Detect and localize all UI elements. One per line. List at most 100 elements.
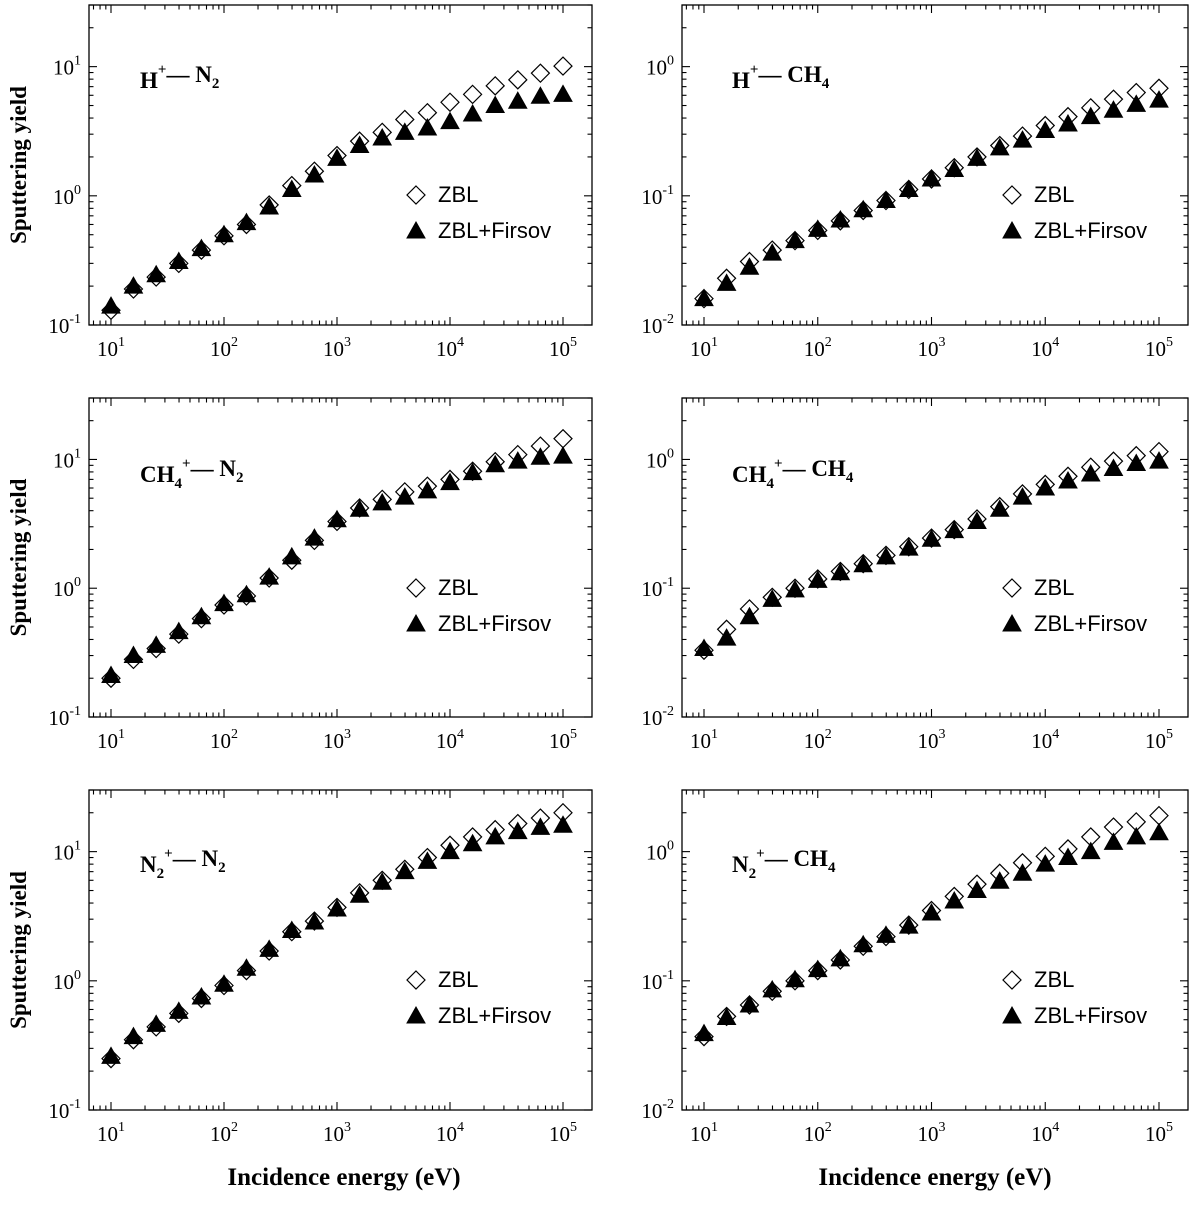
data-point-zbl-firsov (830, 209, 851, 228)
plot-frame (88, 4, 593, 326)
plot-frame (681, 789, 1189, 1111)
data-point-zbl-firsov (304, 912, 325, 930)
data-point-zbl-firsov (1012, 863, 1033, 881)
data-point-zbl-firsov (1080, 106, 1101, 125)
legend-label-zbl: ZBL (1034, 182, 1074, 207)
x-tick-label: 105 (549, 727, 577, 753)
panel-label: CH4+— CH4 (732, 456, 854, 492)
legend-label-zbl-firsov: ZBL+Firsov (438, 218, 551, 243)
data-point-zbl-firsov (739, 606, 760, 625)
x-tick-label: 102 (210, 727, 238, 753)
legend-marker-zbl (1002, 185, 1022, 205)
data-point-zbl-firsov (694, 288, 714, 307)
data-point-zbl-firsov (1149, 451, 1169, 469)
data-point-zbl-firsov (349, 885, 370, 903)
data-point-zbl-firsov (853, 199, 874, 218)
y-tick-label: 100 (53, 183, 81, 209)
panel-label: CH4+— N2 (140, 456, 243, 492)
data-point-zbl-firsov (967, 880, 987, 899)
series-zbl-firsov (694, 822, 1169, 1042)
data-point-zbl-firsov (485, 826, 506, 845)
data-point-zbl-firsov (1126, 826, 1147, 845)
data-point-zbl-firsov (716, 1007, 737, 1026)
data-point-zbl-firsov (716, 273, 737, 291)
x-axis-title-right: Incidence energy (eV) (818, 1164, 1051, 1191)
data-point-zbl (507, 70, 528, 90)
data-point-zbl-firsov (259, 939, 280, 957)
data-point-zbl-firsov (191, 238, 212, 257)
data-point-zbl (462, 84, 483, 105)
data-point-zbl-firsov (214, 974, 234, 992)
legend-marker-zbl-firsov (1002, 220, 1022, 239)
legend-marker-zbl (406, 970, 426, 990)
data-point-zbl-firsov (785, 579, 805, 598)
x-tick-label: 103 (918, 335, 946, 361)
data-point-zbl-firsov (1126, 94, 1147, 112)
data-point-zbl-firsov (191, 606, 212, 625)
data-point-zbl-firsov (553, 446, 573, 464)
y-tick-label: 10-2 (641, 1097, 674, 1123)
y-tick-label: 100 (53, 575, 81, 601)
data-point-zbl-firsov (530, 817, 551, 835)
data-point-zbl-firsov (327, 148, 347, 166)
data-point-zbl-firsov (762, 979, 783, 998)
data-point-zbl-firsov (327, 898, 347, 917)
data-point-zbl-firsov (807, 570, 828, 588)
x-tick-label: 101 (690, 1120, 718, 1146)
x-tick-label: 101 (97, 727, 125, 753)
data-point-zbl-firsov (214, 593, 234, 612)
data-point-zbl-firsov (1103, 100, 1124, 118)
data-point-zbl (553, 56, 573, 76)
data-point-zbl-firsov (462, 462, 483, 481)
y-axis-title: Sputtering yield (6, 871, 31, 1029)
y-axis-title: Sputtering yield (6, 86, 31, 244)
data-point-zbl-firsov (762, 589, 783, 607)
data-point-zbl (1149, 805, 1169, 826)
data-point-zbl-firsov (101, 1046, 121, 1064)
data-point-zbl-firsov (967, 148, 987, 166)
data-point-zbl-firsov (989, 137, 1010, 156)
data-point-zbl-firsov (1149, 90, 1169, 108)
legend-label-zbl-firsov: ZBL+Firsov (438, 1003, 551, 1028)
data-point-zbl-firsov (507, 91, 528, 109)
data-point-zbl-firsov (168, 251, 189, 270)
data-point-zbl-firsov (1103, 832, 1124, 850)
y-tick-label: 10-1 (48, 312, 81, 338)
x-tick-label: 104 (1031, 1120, 1059, 1146)
y-tick-label: 10-2 (641, 312, 674, 338)
y-tick-label: 100 (646, 839, 674, 865)
data-point-zbl-firsov (739, 994, 760, 1013)
y-tick-label: 10-1 (641, 183, 674, 209)
data-point-zbl-firsov (876, 190, 896, 208)
data-point-zbl-firsov (281, 179, 302, 197)
x-tick-label: 102 (804, 335, 832, 361)
data-point-zbl-firsov (716, 628, 737, 646)
data-point-zbl-firsov (762, 243, 783, 261)
data-point-zbl-firsov (876, 546, 896, 565)
data-point-zbl-firsov (807, 959, 828, 978)
y-tick-label: 10-2 (641, 704, 674, 730)
data-point-zbl-firsov (876, 925, 896, 943)
data-point-zbl-firsov (123, 1026, 144, 1045)
data-point-zbl-firsov (1058, 847, 1078, 866)
panel-3: 101 102 103 104 105 10-1 100 101 Sputtering yiel… (6, 397, 593, 753)
plot-frame (88, 397, 593, 718)
data-point-zbl-firsov (1103, 458, 1124, 477)
x-tick-label: 104 (1031, 335, 1059, 361)
data-point-zbl-firsov (989, 871, 1010, 889)
data-point-zbl-firsov (440, 841, 460, 860)
x-tick-label: 104 (1031, 727, 1059, 753)
data-point-zbl-firsov (101, 665, 121, 684)
data-point-zbl-firsov (830, 562, 851, 581)
data-point-zbl-firsov (440, 111, 460, 130)
legend-label-zbl: ZBL (1034, 575, 1074, 600)
legend-marker-zbl (1002, 970, 1022, 990)
data-point-zbl-firsov (1012, 487, 1033, 505)
data-point-zbl-firsov (440, 472, 460, 491)
data-point-zbl-firsov (259, 196, 280, 215)
data-point-zbl-firsov (417, 480, 438, 499)
x-tick-label: 101 (690, 727, 718, 753)
panel-label: H+— N2 (140, 62, 219, 93)
data-point-zbl-firsov (281, 546, 302, 565)
